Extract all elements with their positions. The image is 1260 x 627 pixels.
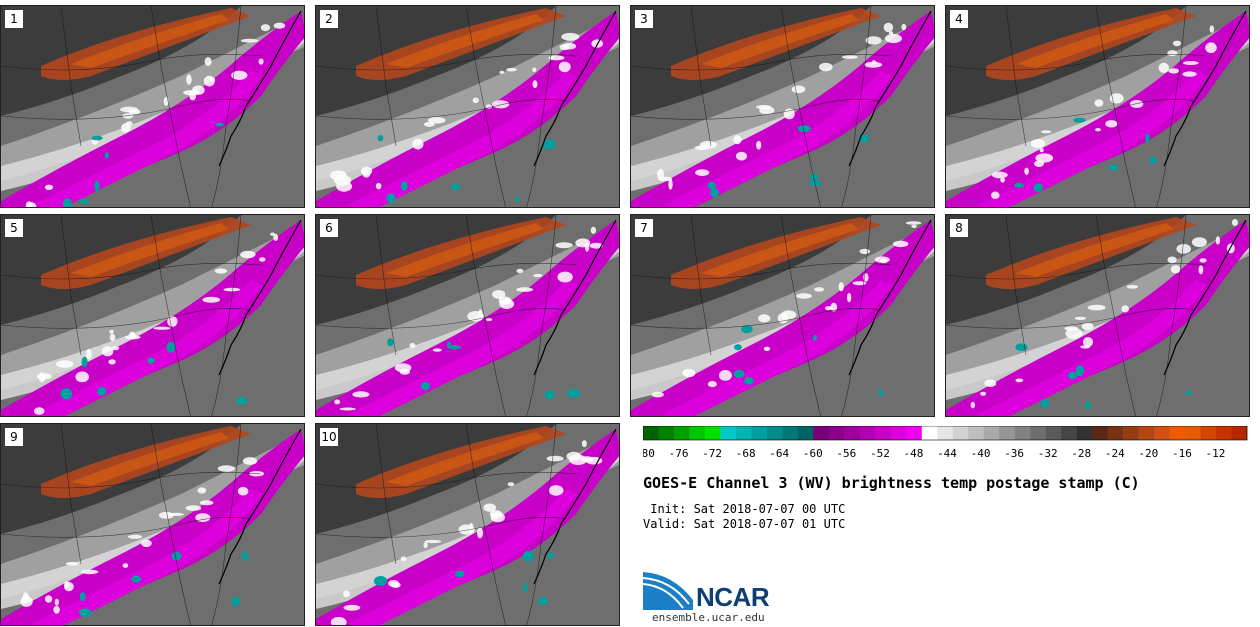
colorbar-tick-label: -44 <box>937 447 957 460</box>
panel-number: 10 <box>320 428 338 446</box>
colorbar-segment <box>797 426 814 440</box>
colorbar-segment <box>1123 426 1139 440</box>
wv-map <box>946 6 1249 207</box>
wv-map <box>316 215 619 416</box>
panel-number: 6 <box>320 219 338 237</box>
colorbar-segment <box>782 426 799 440</box>
colorbar-tick-label: -72 <box>702 447 722 460</box>
panel-number: 7 <box>635 219 653 237</box>
colorbar-segment <box>875 426 892 440</box>
colorbar-segment <box>658 426 675 440</box>
panel-number: 9 <box>5 428 23 446</box>
colorbar-segment <box>1107 426 1124 440</box>
colorbar-segment <box>1169 426 1186 440</box>
colorbar-segment <box>1216 426 1232 440</box>
stamp-panel: 1 <box>0 5 305 208</box>
site-url: ensemble.ucar.edu <box>652 611 765 624</box>
stamp-panel: 6 <box>315 214 620 417</box>
stamp-panel: 10 <box>315 423 620 626</box>
colorbar-tick-label: -56 <box>836 447 856 460</box>
init-time: Init: Sat 2018-07-07 00 UTC <box>643 502 846 516</box>
wv-map <box>631 215 934 416</box>
colorbar: -80-76-72-68-64-60-56-52-48-44-40-36-32-… <box>643 426 1248 460</box>
stamp-panel: 7 <box>630 214 935 417</box>
colorbar-tick-label: -64 <box>769 447 789 460</box>
colorbar-segment <box>1045 426 1062 440</box>
colorbar-segment <box>689 426 706 440</box>
colorbar-segment <box>1138 426 1155 440</box>
colorbar-segment <box>828 426 845 440</box>
stamp-panel: 4 <box>945 5 1250 208</box>
colorbar-segment <box>1030 426 1046 440</box>
panel-number: 8 <box>950 219 968 237</box>
colorbar-tick-label: -16 <box>1172 447 1192 460</box>
ncar-logo-icon <box>643 572 693 610</box>
colorbar-segment <box>704 426 721 440</box>
colorbar-segment <box>1092 426 1108 440</box>
colorbar-segment <box>983 426 1000 440</box>
wv-map <box>1 6 304 207</box>
colorbar-segment <box>813 426 830 440</box>
colorbar-tick-label: -48 <box>903 447 923 460</box>
colorbar-segment <box>906 426 923 440</box>
stamp-panel: 9 <box>0 423 305 626</box>
stamp-panel: 5 <box>0 214 305 417</box>
colorbar-tick-label: -32 <box>1038 447 1058 460</box>
panel-number: 1 <box>5 10 23 28</box>
colorbar-segment <box>999 426 1015 440</box>
colorbar-segment <box>968 426 985 440</box>
panel-number: 2 <box>320 10 338 28</box>
wv-map <box>1 424 304 625</box>
panel-number: 4 <box>950 10 968 28</box>
colorbar-segment <box>1061 426 1077 440</box>
colorbar-tick-label: -80 <box>643 447 655 460</box>
wv-map <box>316 6 619 207</box>
ncar-logo-text: NCAR <box>696 582 770 612</box>
stamp-panel: 3 <box>630 5 935 208</box>
colorbar-tick-label: -36 <box>1004 447 1024 460</box>
colorbar-tick-label: -28 <box>1071 447 1091 460</box>
colorbar-segment <box>673 426 690 440</box>
colorbar-tick-label: -12 <box>1205 447 1225 460</box>
colorbar-segment <box>766 426 783 440</box>
colorbar-segment <box>1154 426 1170 440</box>
colorbar-segment <box>1200 426 1217 440</box>
stamp-panel: 2 <box>315 5 620 208</box>
colorbar-tick-label: -20 <box>1138 447 1158 460</box>
colorbar-segment <box>859 426 876 440</box>
colorbar-segment <box>1185 426 1201 440</box>
colorbar-segment <box>937 426 954 440</box>
colorbar-segment <box>952 426 969 440</box>
panel-number: 3 <box>635 10 653 28</box>
colorbar-segment <box>720 426 737 440</box>
colorbar-tick-label: -76 <box>669 447 689 460</box>
colorbar-segment <box>921 426 938 440</box>
colorbar-segment <box>1076 426 1093 440</box>
colorbar-segment <box>1014 426 1031 440</box>
colorbar-tick-label: -24 <box>1105 447 1125 460</box>
colorbar-tick-label: -60 <box>803 447 823 460</box>
colorbar-segment <box>1231 426 1248 440</box>
wv-map <box>1 215 304 416</box>
colorbar-segment <box>643 426 659 440</box>
colorbar-tick-label: -68 <box>736 447 756 460</box>
page-title: GOES-E Channel 3 (WV) brightness temp po… <box>643 474 1140 492</box>
colorbar-segment <box>735 426 752 440</box>
wv-map <box>316 424 619 625</box>
colorbar-tick-label: -40 <box>971 447 991 460</box>
colorbar-segment <box>751 426 768 440</box>
stamp-panel: 8 <box>945 214 1250 417</box>
panel-number: 5 <box>5 219 23 237</box>
valid-time: Valid: Sat 2018-07-07 01 UTC <box>643 517 846 531</box>
wv-map <box>631 6 934 207</box>
colorbar-segment <box>844 426 861 440</box>
wv-map <box>946 215 1249 416</box>
colorbar-tick-label: -52 <box>870 447 890 460</box>
colorbar-segment <box>890 426 907 440</box>
